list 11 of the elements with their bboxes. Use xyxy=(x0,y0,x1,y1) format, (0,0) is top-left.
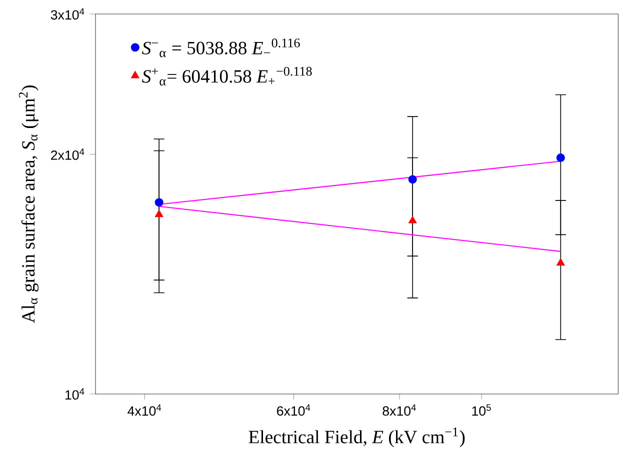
legend-label: S$^{−}$$_{α}$ = 5038.88 E$_{−}$0.116 xyxy=(142,38,300,58)
x-tick-label: 8x10$^{4}$ xyxy=(382,404,416,416)
legend-label: S$^{+}$$_{α}$= 60410.58 E$_{+}$−0.118 xyxy=(142,66,312,86)
y-tick-label: 2x10$^{4}$ xyxy=(51,148,84,160)
x-tick-label: 6x10$^{4}$ xyxy=(277,404,310,416)
x-tick-label: 4x10$^{4}$ xyxy=(128,404,162,416)
y-tick-label: 10$^{4}$ xyxy=(65,388,84,400)
x-tick-label: 10$^{5}$ xyxy=(472,404,491,416)
y-tick-label: 3x10$^{4}$ xyxy=(50,8,84,20)
x-axis-title: Electrical Field, E (kV cm$^{−1}$) xyxy=(248,428,465,448)
y-axis-title: Al$_{α}$ grain surface area, S$_{α}$ (μm$^{2}$) xyxy=(18,86,39,324)
